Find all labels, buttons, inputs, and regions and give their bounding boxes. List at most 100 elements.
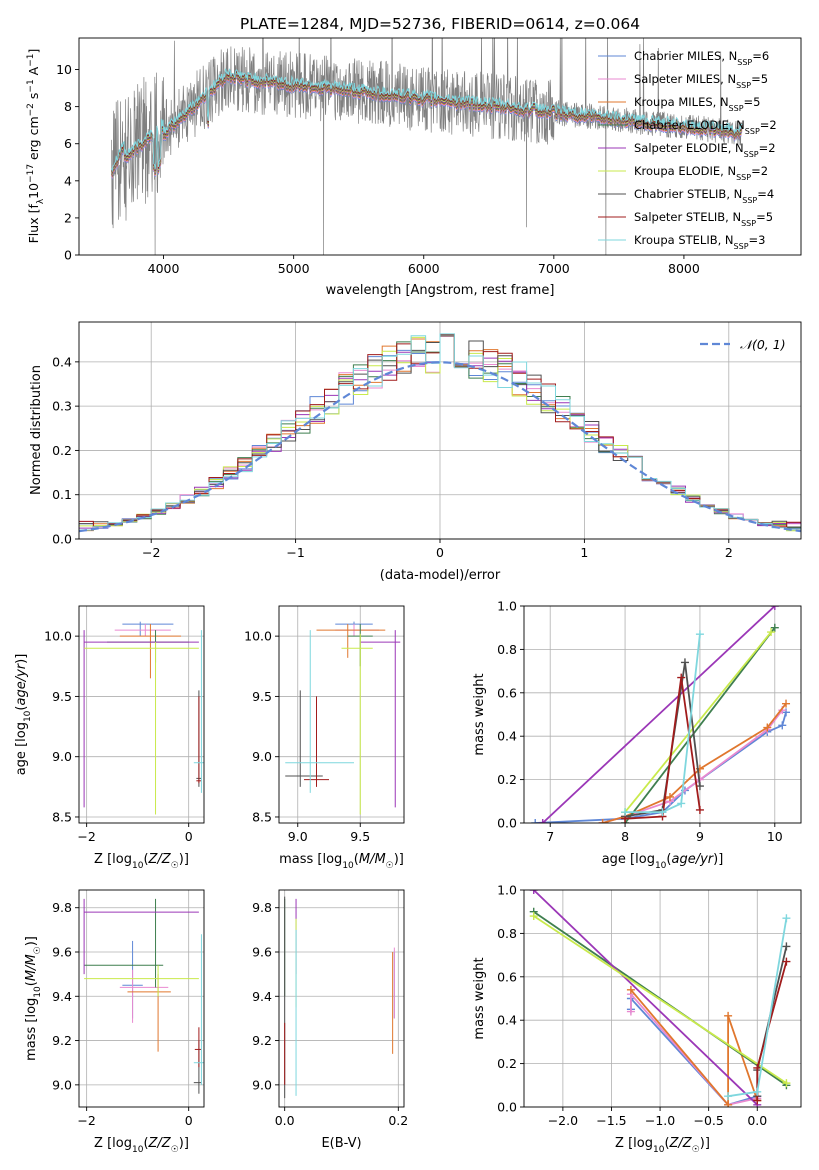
weight-marker — [763, 723, 772, 732]
x-axis-label: wavelength [Angstrom, rest frame] — [326, 283, 555, 298]
x-tick-label: 0.0 — [275, 1113, 295, 1128]
legend-label: Salpeter ELODIE, NSSP=2 — [634, 141, 776, 159]
y-tick-label: 9.2 — [252, 1033, 272, 1048]
x-tick-label: 0 — [185, 1113, 193, 1128]
y-tick-label: 1.0 — [497, 883, 517, 898]
weight-marker — [695, 805, 704, 814]
y-tick-label: 0.0 — [497, 1100, 517, 1115]
plot-area — [284, 896, 395, 1099]
weight-marker — [529, 912, 538, 921]
y-tick-label: 2 — [64, 210, 72, 225]
weight-line — [625, 634, 701, 813]
panel-spectrum: 4000 5000 6000 7000 8000 0 2 4 6 8 10 Chabrier MILE… — [26, 37, 802, 298]
legend-label: Kroupa STELIB, NSSP=3 — [634, 233, 765, 251]
x-tick-label: 7 — [546, 829, 554, 844]
x-tick-label: 9.5 — [350, 829, 370, 844]
axes-frame — [78, 889, 205, 1108]
x-tick-label: −2 — [77, 829, 95, 844]
y-tick-label: 9.8 — [52, 900, 72, 915]
weight-line — [625, 677, 701, 820]
x-tick-label: −2 — [77, 1113, 95, 1128]
spectrum-model-line — [111, 68, 743, 173]
weight-line — [630, 989, 759, 1107]
y-tick-label: 0.0 — [52, 532, 72, 547]
weight-marker — [782, 1079, 791, 1088]
x-axis-label: Z [log10(Z/Z☉)] — [94, 852, 189, 871]
spectrum-legend: Chabrier MILES, NSSP=6 Salpeter MILES, NS… — [598, 49, 777, 251]
axes-frame — [523, 889, 802, 1108]
weight-line — [542, 606, 776, 823]
y-tick-label: 0.4 — [497, 729, 517, 744]
legend-label: Chabrier ELODIE, NSSP=2 — [634, 118, 777, 136]
x-tick-label: 9.0 — [288, 829, 308, 844]
axes-frame — [523, 605, 802, 824]
weight-marker — [680, 658, 689, 667]
x-tick-label: −1 — [286, 545, 304, 560]
weight-marker — [598, 819, 607, 823]
y-axis-label: mass weight — [472, 673, 487, 755]
y-tick-label: 9.8 — [252, 900, 272, 915]
legend-label: Chabrier STELIB, NSSP=4 — [634, 187, 774, 205]
x-tick-label: 0.2 — [388, 1113, 408, 1128]
panel-residuals: −2 −1 0 1 2 0.0 0.1 0.2 0.3 0.4 𝒩(0, 1) (data-model… — [29, 321, 802, 583]
weight-marker — [753, 1096, 762, 1105]
y-tick-label: 0 — [64, 248, 72, 263]
weight-marker — [677, 673, 686, 682]
panel-mass_vs_Z: −2 0 9.0 9.2 9.4 9.6 9.8 Z [log10(Z/Z☉)] mass [l… — [24, 889, 205, 1155]
y-axis-label: mass [log10(M/M☉)] — [24, 936, 43, 1061]
y-axis-label: mass weight — [472, 957, 487, 1039]
y-tick-label: 9.0 — [52, 749, 72, 764]
y-tick-label: 0.2 — [497, 772, 517, 787]
y-tick-label: 0.6 — [497, 685, 517, 700]
weight-marker — [724, 1100, 733, 1107]
y-axis-label: age [log10(age/yr)] — [14, 654, 33, 776]
y-tick-label: 1.0 — [497, 599, 517, 614]
weight-marker — [724, 1092, 733, 1101]
y-tick-label: 9.5 — [252, 689, 272, 704]
x-tick-label: 0 — [436, 545, 444, 560]
weight-marker — [695, 630, 704, 639]
weight-marker — [658, 808, 667, 817]
weight-marker — [753, 1063, 762, 1072]
panel-weight_vs_age: 7 8 9 10 0.0 0.2 0.4 0.6 0.8 1.0 age [log10(age/yr… — [472, 599, 802, 871]
weight-marker — [782, 914, 791, 923]
x-axis-label: E(B-V) — [321, 1136, 361, 1151]
y-tick-label: 9.0 — [52, 1077, 72, 1092]
x-tick-label: 7000 — [538, 261, 570, 276]
y-tick-label: 10.0 — [44, 629, 72, 644]
y-tick-label: 10.0 — [244, 629, 272, 644]
x-tick-label: 10 — [767, 829, 783, 844]
x-tick-label: 2 — [725, 545, 733, 560]
y-tick-label: 0.4 — [497, 1013, 517, 1028]
weight-marker — [529, 890, 538, 894]
y-axis-label: Normed distribution — [29, 365, 44, 495]
x-tick-label: −2 — [142, 545, 160, 560]
weight-marker — [782, 942, 791, 951]
weight-line — [624, 631, 772, 813]
axes-frame — [78, 37, 802, 256]
x-tick-label: 1 — [580, 545, 588, 560]
plot-area — [79, 333, 801, 533]
x-tick-label: 0 — [185, 829, 193, 844]
weight-marker — [626, 985, 635, 994]
y-tick-label: 8.5 — [252, 809, 272, 824]
weight-marker — [626, 1007, 635, 1016]
panel-age_vs_Z: −2 0 8.5 9.0 9.5 10.0 Z [log10(Z/Z☉)] age [log1… — [14, 605, 205, 871]
legend-label: Kroupa MILES, NSSP=5 — [634, 95, 760, 113]
x-axis-label: Z [log10(Z/Z☉)] — [615, 1136, 710, 1155]
y-axis-label: Flux [fλ10−17 erg cm−2 s−1 A−1] — [26, 49, 46, 244]
y-tick-label: 0.2 — [52, 443, 72, 458]
weight-line — [533, 890, 758, 1106]
x-tick-label: 8 — [621, 829, 629, 844]
weight-marker — [782, 957, 791, 966]
y-tick-label: 9.6 — [252, 945, 272, 960]
y-tick-label: 10 — [56, 62, 72, 77]
x-tick-label: −1.5 — [596, 1113, 626, 1128]
panel-age_vs_mass: 9.0 9.5 8.5 9.0 9.5 10.0 mass [log10(M/M☉)] — [244, 605, 405, 871]
y-tick-label: 8.5 — [52, 809, 72, 824]
x-axis-label: (data-model)/error — [380, 568, 501, 583]
legend-label: Kroupa ELODIE, NSSP=2 — [634, 164, 768, 182]
axes-frame — [78, 605, 205, 824]
axes-frame — [278, 605, 405, 824]
